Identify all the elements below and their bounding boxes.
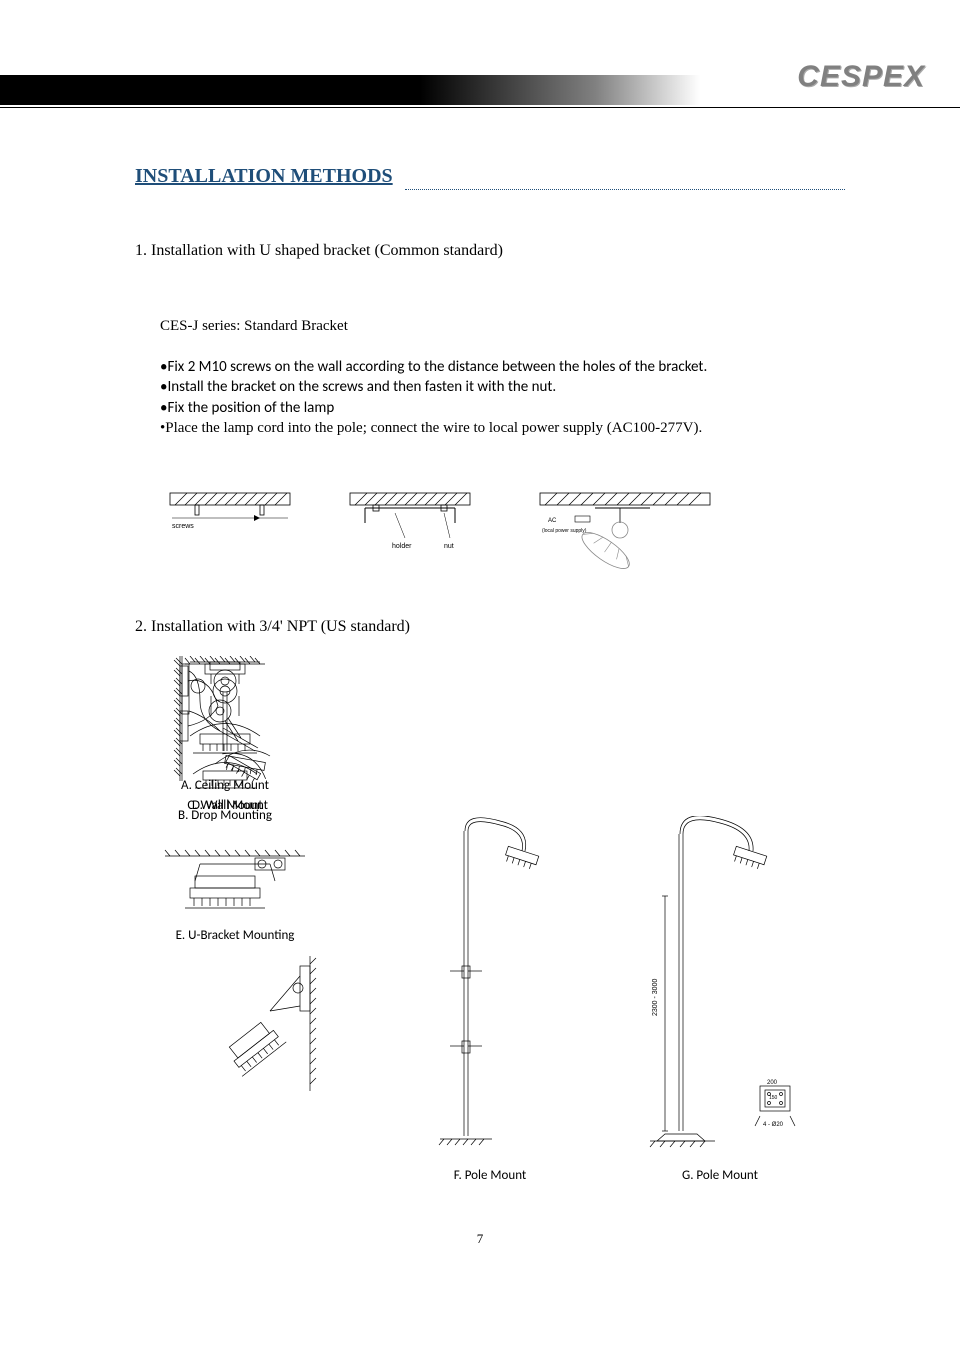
- dotted-rule: [405, 176, 845, 190]
- diagram-holder-nut: holder nut: [340, 488, 480, 558]
- bullet-list: •Fix 2 M10 screws on the wall according …: [160, 357, 900, 438]
- item2-number: 2.: [135, 618, 147, 635]
- mount-e: E. U-Bracket Mounting: [155, 846, 315, 943]
- section-title: INSTALLATION METHODS: [135, 165, 393, 190]
- bullet-4: •Place the lamp cord into the pole; conn…: [160, 418, 900, 438]
- g-dim-height: 2300 - 3000: [652, 979, 659, 1016]
- subheading: CES-J series: Standard Bracket: [160, 318, 900, 335]
- mount-d-drawing: [170, 656, 290, 786]
- mount-e-drawing: [160, 846, 310, 916]
- mount-f-drawing: [430, 816, 550, 1156]
- mount-diagrams-grid: A. Ceiling Mount B. Drop Mounting: [165, 656, 900, 1186]
- mount-g: 2300 - 3000 200 150 4 - Ø20 G. Pole Moun…: [635, 816, 805, 1183]
- diagram-lamp-power: AC (local power supply): [520, 488, 720, 588]
- mount-d-label: D. Wall Mount: [165, 798, 295, 813]
- label-screws: screws: [172, 523, 194, 530]
- header-gradient-bar: [0, 75, 700, 105]
- section-heading-row: INSTALLATION METHODS: [135, 165, 900, 190]
- diagram-screws: screws: [160, 488, 300, 548]
- page-number: 7: [0, 1231, 960, 1247]
- g-dim2: 200: [767, 1080, 778, 1086]
- item1-number: 1.: [135, 242, 147, 259]
- item2-text: Installation with 3/4' NPT (US standard): [151, 618, 410, 635]
- bullet-2: •Install the bracket on the screws and t…: [160, 377, 900, 397]
- label-ac: AC: [548, 518, 557, 524]
- bullet-3: •Fix the position of the lamp: [160, 398, 900, 418]
- mount-f-label: F. Pole Mount: [425, 1168, 555, 1183]
- label-holder: holder: [392, 543, 412, 550]
- bullet-1: •Fix 2 M10 screws on the wall according …: [160, 357, 900, 377]
- mount-g-label: G. Pole Mount: [635, 1168, 805, 1183]
- bracket-diagram-row: screws holder nut: [160, 488, 900, 588]
- mount-f: F. Pole Mount: [425, 816, 555, 1183]
- label-supply: (local power supply): [542, 528, 587, 534]
- mount-g-drawing: 2300 - 3000 200 150 4 - Ø20: [635, 816, 805, 1156]
- list-item-1: 1. Installation with U shaped bracket (C…: [135, 242, 900, 260]
- header-underline: [0, 107, 960, 108]
- item1-text: Installation with U shaped bracket (Comm…: [151, 242, 503, 259]
- page-content: INSTALLATION METHODS 1. Installation wit…: [135, 165, 900, 1186]
- g-dim3: 150: [769, 1095, 778, 1101]
- brand-logo: CESPEX: [797, 60, 925, 94]
- mount-angled-drawing: [210, 956, 320, 1096]
- mount-d: D. Wall Mount: [165, 656, 295, 813]
- mount-angled: [205, 956, 325, 1100]
- g-dim4: 4 - Ø20: [763, 1122, 784, 1128]
- list-item-2: 2. Installation with 3/4' NPT (US standa…: [135, 618, 900, 636]
- label-nut: nut: [444, 543, 454, 550]
- mount-e-label: E. U-Bracket Mounting: [155, 928, 315, 943]
